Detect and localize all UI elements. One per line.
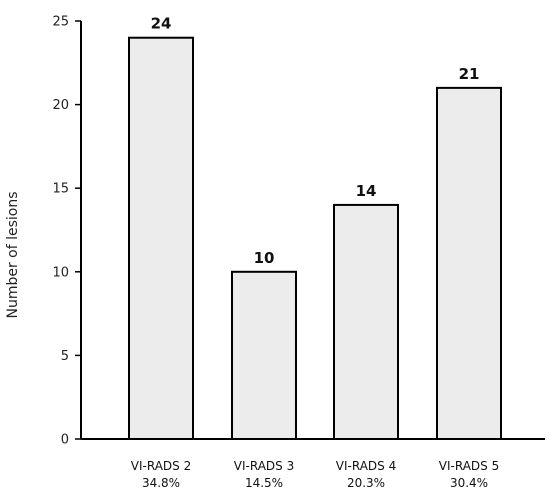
bar-vi-rads-5: [436, 86, 502, 440]
y-tick-label: 25: [52, 15, 69, 30]
x-category-label: VI-RADS 5: [439, 459, 499, 473]
y-tick-label: 10: [52, 265, 69, 280]
y-tick-label: 5: [61, 349, 69, 364]
y-tick-label: 20: [52, 98, 69, 113]
x-category-label: VI-RADS 2: [131, 459, 191, 473]
x-percentage-label: 34.8%: [142, 476, 180, 490]
bars: [128, 36, 502, 440]
x-percentage-label: 20.3%: [347, 476, 385, 490]
bar-value-label: 10: [254, 249, 275, 267]
x-category-label: VI-RADS 3: [234, 459, 294, 473]
bar-vi-rads-4: [333, 203, 399, 440]
bar-vi-rads-2: [128, 36, 194, 440]
data-labels: 24 10 14 21: [151, 15, 480, 267]
bar-value-label: 21: [459, 65, 480, 83]
y-axis-label: Number of lesions: [5, 191, 21, 318]
bar-value-label: 24: [151, 15, 172, 33]
x-percentage-label: 14.5%: [245, 476, 283, 490]
x-category-label: VI-RADS 4: [336, 459, 396, 473]
bar-value-label: 14: [356, 182, 377, 200]
y-axis-ticks: 0 5 10 15 20 25: [52, 15, 81, 448]
y-tick-label: 15: [52, 182, 69, 197]
bar-vi-rads-3: [231, 270, 297, 440]
x-axis-labels: VI-RADS 2 34.8% VI-RADS 3 14.5% VI-RADS 4 20.…: [131, 459, 499, 490]
x-percentage-label: 30.4%: [450, 476, 488, 490]
y-tick-label: 0: [61, 433, 69, 448]
